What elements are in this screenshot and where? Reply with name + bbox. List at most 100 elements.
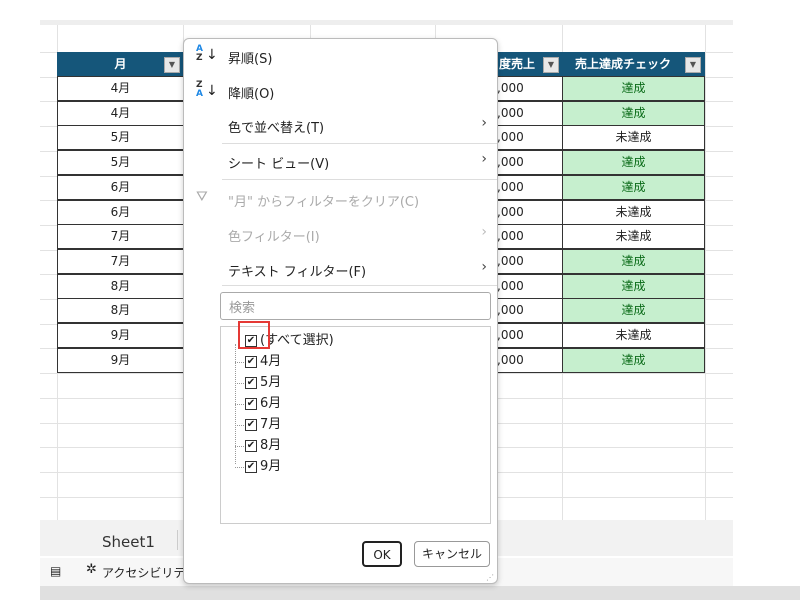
filter-item[interactable]: ✔ 5月 — [235, 373, 282, 393]
filter-item[interactable]: ✔ 8月 — [235, 436, 282, 456]
cell-check[interactable]: 達成 — [562, 76, 705, 101]
cell-month[interactable]: 5月 — [57, 125, 184, 151]
taskbar-strip — [40, 586, 800, 600]
highlight-box — [238, 321, 270, 349]
accessibility-icon: ✲ — [86, 562, 97, 577]
cell-sales[interactable]: ,000 — [490, 150, 563, 176]
column-header-strip — [40, 20, 733, 25]
cell-month[interactable]: 6月 — [57, 174, 184, 200]
checkbox[interactable]: ✔ — [245, 377, 257, 389]
cell-month[interactable]: 7月 — [57, 248, 184, 274]
cell-sales[interactable]: ,000 — [490, 174, 563, 200]
cell-month[interactable]: 8月 — [57, 298, 184, 324]
cell-check[interactable]: 達成 — [562, 298, 705, 324]
header-sales[interactable]: 度売上 ▼ — [490, 52, 563, 77]
arrow-down-icon: ↓ — [206, 83, 218, 99]
filter-dropdown-button[interactable]: ▼ — [164, 57, 180, 73]
tree-branch — [235, 404, 244, 405]
menu-separator — [222, 143, 497, 144]
checkbox[interactable]: ✔ — [245, 440, 257, 452]
checkbox[interactable]: ✔ — [245, 356, 257, 368]
cell-month[interactable]: 6月 — [57, 199, 184, 225]
cell-sales[interactable]: ,000 — [490, 125, 563, 151]
accessibility-status[interactable]: アクセシビリテ — [102, 566, 186, 580]
cell-sales[interactable]: ,000 — [490, 248, 563, 274]
tree-branch — [235, 362, 244, 363]
cell-month[interactable]: 8月 — [57, 273, 184, 299]
menu-sort-asc[interactable]: 昇順(S) — [228, 52, 273, 67]
filter-item[interactable]: ✔ 6月 — [235, 394, 282, 414]
filter-item-label: 6月 — [260, 396, 282, 411]
cell-check[interactable]: 未達成 — [562, 323, 705, 348]
sheet-tab-sheet1[interactable]: Sheet1 — [102, 533, 155, 551]
cell-check[interactable]: 未達成 — [562, 224, 705, 250]
cell-month[interactable]: 5月 — [57, 150, 184, 176]
cell-sales[interactable]: ,000 — [490, 100, 563, 126]
tab-divider — [177, 530, 178, 550]
filter-item[interactable]: ✔ 4月 — [235, 352, 282, 372]
menu-clear-filter: "月" からフィルターをクリア(C) — [228, 195, 420, 210]
tree-branch — [235, 467, 244, 468]
filter-item[interactable]: ✔ 9月 — [235, 457, 282, 477]
menu-sort-desc[interactable]: 降順(O) — [228, 87, 275, 102]
macro-record-icon[interactable]: ▤ — [50, 564, 62, 578]
checkbox[interactable]: ✔ — [245, 419, 257, 431]
menu-sheet-view[interactable]: シート ビュー(V) — [228, 157, 330, 172]
checkbox[interactable]: ✔ — [245, 398, 257, 410]
header-label: 売上達成チェック — [575, 57, 672, 71]
cell-month[interactable]: 4月 — [57, 76, 184, 101]
filter-dropdown-button[interactable]: ▼ — [543, 57, 559, 73]
filter-item-label: 5月 — [260, 375, 282, 390]
menu-text-filter[interactable]: テキスト フィルター(F) — [228, 265, 367, 280]
cell-check[interactable]: 未達成 — [562, 199, 705, 225]
checkbox[interactable]: ✔ — [245, 461, 257, 473]
chevron-right-icon: › — [481, 151, 487, 167]
cancel-button[interactable]: キャンセル — [414, 541, 490, 567]
column-gridline — [705, 20, 706, 520]
filter-item-label: 9月 — [260, 459, 282, 474]
cell-check[interactable]: 達成 — [562, 248, 705, 274]
cell-sales[interactable]: ,000 — [490, 224, 563, 250]
cell-month[interactable]: 4月 — [57, 100, 184, 126]
cell-month[interactable]: 9月 — [57, 347, 184, 373]
filter-item-label: 7月 — [260, 417, 282, 432]
cell-check[interactable]: 達成 — [562, 100, 705, 126]
chevron-right-icon: › — [481, 115, 487, 131]
filter-item[interactable]: ✔ 7月 — [235, 415, 282, 435]
cell-sales[interactable]: ,000 — [490, 199, 563, 225]
cell-month[interactable]: 7月 — [57, 224, 184, 250]
cell-month[interactable]: 9月 — [57, 323, 184, 348]
checkbox[interactable]: ✔ — [245, 335, 257, 347]
cell-check[interactable]: 達成 — [562, 273, 705, 299]
cell-sales[interactable]: ,000 — [490, 298, 563, 324]
filter-item-label: 4月 — [260, 354, 282, 369]
cell-sales[interactable]: ,000 — [490, 347, 563, 373]
header-label: 月 — [114, 57, 127, 71]
tree-branch — [235, 425, 244, 426]
chevron-right-icon: › — [481, 224, 487, 240]
filter-dropdown-button[interactable]: ▼ — [685, 57, 701, 73]
ok-button[interactable]: OK — [362, 541, 402, 567]
filter-item-label: 8月 — [260, 438, 282, 453]
menu-sort-by-color[interactable]: 色で並べ替え(T) — [228, 121, 325, 136]
cell-check[interactable]: 未達成 — [562, 125, 705, 151]
cell-sales[interactable]: ,000 — [490, 323, 563, 348]
cell-sales[interactable]: ,000 — [490, 273, 563, 299]
filter-value-list[interactable]: ✔ (すべて選択) ✔ 4月 ✔ 5月 ✔ 6月 ✔ 7月 ✔ 8月 ✔ 9月 — [220, 326, 491, 524]
menu-separator — [222, 285, 497, 286]
header-month[interactable]: 月 ▼ — [57, 52, 184, 77]
cell-sales[interactable]: ,000 — [490, 76, 563, 101]
header-check[interactable]: 売上達成チェック ▼ — [562, 52, 705, 77]
menu-color-filter: 色フィルター(I) — [228, 230, 320, 245]
menu-separator — [222, 179, 497, 180]
cell-check[interactable]: 達成 — [562, 174, 705, 200]
filter-search-input[interactable]: 検索 — [220, 292, 491, 320]
cell-check[interactable]: 達成 — [562, 150, 705, 176]
resize-grip-icon[interactable]: ⋰ — [486, 573, 494, 582]
filter-item[interactable]: ✔ (すべて選択) — [245, 331, 334, 351]
header-label: 度売上 — [499, 57, 536, 71]
tree-branch — [235, 446, 244, 447]
cell-check[interactable]: 達成 — [562, 347, 705, 373]
